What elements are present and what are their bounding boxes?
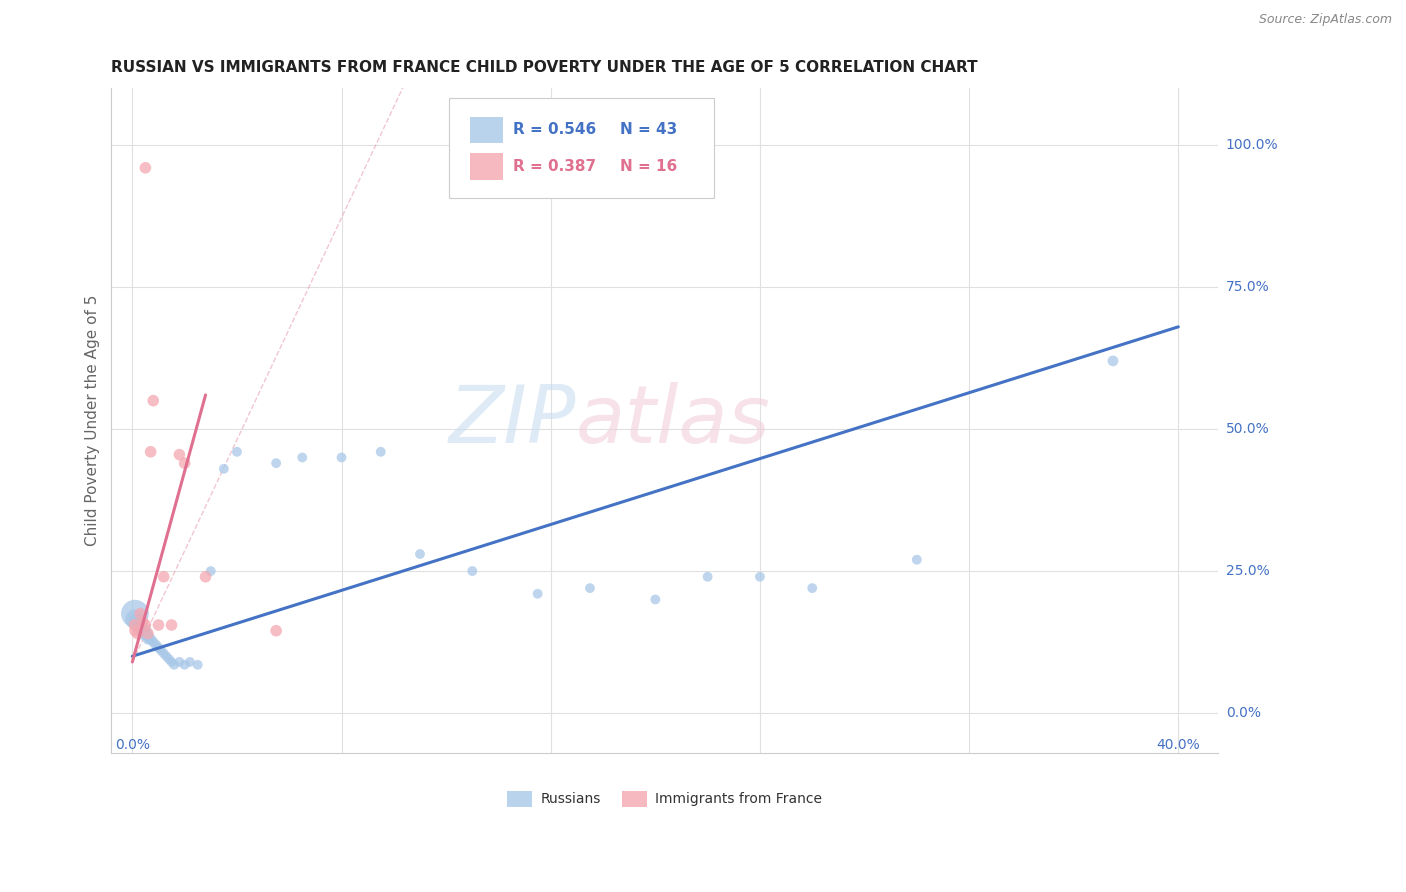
Point (264, 624, 287, 638)
Point (127, 615, 149, 630)
Point (142, 393, 165, 408)
Point (148, 618, 170, 632)
Point (291, 450, 314, 465)
Point (134, 624, 156, 638)
Point (748, 570, 770, 584)
Point (173, 657, 195, 672)
Point (905, 552, 928, 566)
Point (136, 629, 159, 643)
Point (136, 632, 159, 647)
Point (136, 626, 159, 640)
Text: 25.0%: 25.0% (1226, 564, 1270, 578)
Point (132, 624, 155, 638)
Point (644, 592, 666, 607)
Point (264, 456, 287, 470)
Point (579, 581, 602, 595)
Point (134, 618, 156, 632)
Text: R = 0.546: R = 0.546 (513, 122, 596, 137)
Point (187, 657, 209, 672)
Point (194, 570, 217, 584)
Text: 0.0%: 0.0% (1226, 706, 1261, 720)
Text: N = 16: N = 16 (620, 159, 678, 174)
Text: N = 43: N = 43 (620, 122, 678, 137)
Point (696, 570, 718, 584)
Text: 100.0%: 100.0% (1226, 138, 1278, 152)
Text: 0.0%: 0.0% (115, 738, 150, 752)
Point (150, 643, 173, 657)
Point (127, 618, 149, 632)
Point (127, 626, 149, 640)
Point (139, 444, 162, 458)
Point (129, 621, 152, 635)
Point (226, 444, 249, 458)
Point (173, 456, 195, 470)
Point (461, 564, 484, 578)
Point (142, 635, 165, 649)
Point (157, 652, 180, 666)
Point (124, 618, 146, 632)
Y-axis label: Child Poverty Under the Age of 5: Child Poverty Under the Age of 5 (86, 295, 100, 546)
Point (129, 607, 152, 621)
Legend: Russians, Immigrants from France: Russians, Immigrants from France (502, 785, 828, 813)
Point (1102, 354, 1125, 368)
Point (801, 581, 824, 595)
Point (169, 655, 191, 669)
Text: 40.0%: 40.0% (1157, 738, 1201, 752)
Point (132, 615, 155, 630)
Text: ZIP: ZIP (449, 382, 576, 459)
Point (139, 632, 162, 647)
Point (212, 462, 235, 476)
Point (134, 626, 156, 640)
Point (160, 655, 183, 669)
Point (124, 607, 146, 621)
Point (132, 626, 155, 640)
FancyBboxPatch shape (449, 98, 714, 198)
Point (152, 647, 174, 661)
Text: 75.0%: 75.0% (1226, 280, 1270, 294)
Point (124, 624, 146, 638)
Point (163, 657, 186, 672)
FancyBboxPatch shape (470, 117, 503, 144)
Point (145, 638, 167, 652)
Point (129, 618, 152, 632)
Text: atlas: atlas (576, 382, 770, 459)
Point (152, 570, 174, 584)
Point (200, 564, 222, 578)
Text: R = 0.387: R = 0.387 (513, 159, 596, 174)
Point (124, 612, 146, 626)
Point (330, 450, 353, 465)
Text: 50.0%: 50.0% (1226, 422, 1270, 436)
FancyBboxPatch shape (470, 153, 503, 180)
Text: Source: ZipAtlas.com: Source: ZipAtlas.com (1258, 13, 1392, 27)
Point (169, 448, 191, 462)
Point (134, 161, 156, 175)
Point (179, 655, 201, 669)
Point (526, 587, 548, 601)
Point (409, 547, 432, 561)
Point (370, 444, 392, 458)
Point (155, 649, 177, 664)
Point (160, 618, 183, 632)
Text: RUSSIAN VS IMMIGRANTS FROM FRANCE CHILD POVERTY UNDER THE AGE OF 5 CORRELATION C: RUSSIAN VS IMMIGRANTS FROM FRANCE CHILD … (111, 60, 979, 75)
Point (148, 640, 170, 655)
